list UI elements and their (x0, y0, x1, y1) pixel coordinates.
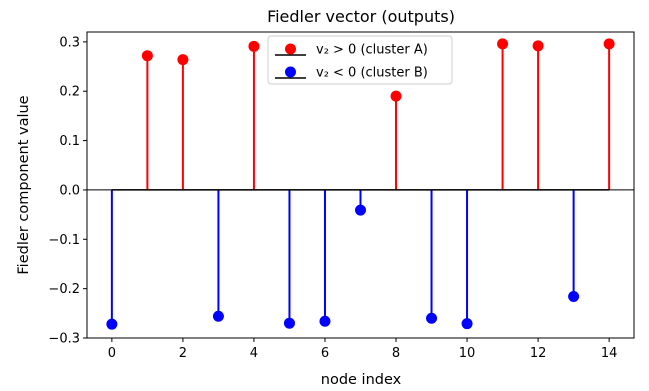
stem-marker (177, 54, 189, 66)
stem-marker (141, 50, 153, 62)
legend-box (267, 35, 453, 85)
stem-marker (532, 40, 544, 52)
x-tick-label: 6 (321, 346, 329, 361)
plot-frame (86, 31, 635, 339)
stem-marker (426, 312, 438, 324)
stem-marker (603, 38, 615, 50)
stem-marker (212, 310, 224, 322)
y-tick-label: 0.1 (59, 134, 80, 149)
x-tick-label: 4 (250, 346, 258, 361)
stem-marker (355, 204, 366, 216)
stem-marker (283, 317, 295, 329)
legend-marker (285, 66, 296, 78)
legend-marker (285, 43, 296, 55)
stem-marker (390, 90, 402, 102)
plot-area (87, 38, 634, 330)
legend-entry-label: v₂ < 0 (cluster B) (316, 66, 428, 81)
stem-marker (319, 315, 331, 327)
y-tick-label: −0.2 (48, 282, 80, 297)
y-tick-label: 0.0 (59, 183, 80, 198)
x-tick-label: 2 (179, 346, 187, 361)
axes: 0 2 4 6 8 10 12 14 −0.3 −0.2 −0.1 0.0 0.1 0.2 0.3 (48, 35, 617, 361)
stem-marker (568, 291, 580, 303)
stem-marker (497, 38, 509, 50)
chart-title: Fiedler vector (outputs) (267, 7, 455, 26)
y-tick-label: −0.3 (48, 332, 80, 347)
legend: v₂ > 0 (cluster A) v₂ < 0 (cluster B) (267, 35, 453, 85)
y-tick-label: 0.2 (59, 85, 80, 100)
x-tick-label: 14 (601, 346, 618, 361)
legend-entry-label: v₂ > 0 (cluster A) (316, 43, 428, 58)
x-tick-label: 12 (530, 346, 547, 361)
y-tick-label: 0.3 (59, 35, 80, 50)
y-tick-label: −0.1 (48, 233, 80, 248)
x-tick-label: 8 (392, 346, 400, 361)
stem-marker (106, 318, 118, 330)
x-tick-label: 0 (108, 346, 116, 361)
y-axis-label: Fiedler component value (16, 95, 32, 274)
x-axis-label: node index (321, 372, 402, 388)
stem-marker (461, 318, 473, 330)
stem-marker (248, 40, 260, 52)
x-tick-label: 10 (459, 346, 476, 361)
